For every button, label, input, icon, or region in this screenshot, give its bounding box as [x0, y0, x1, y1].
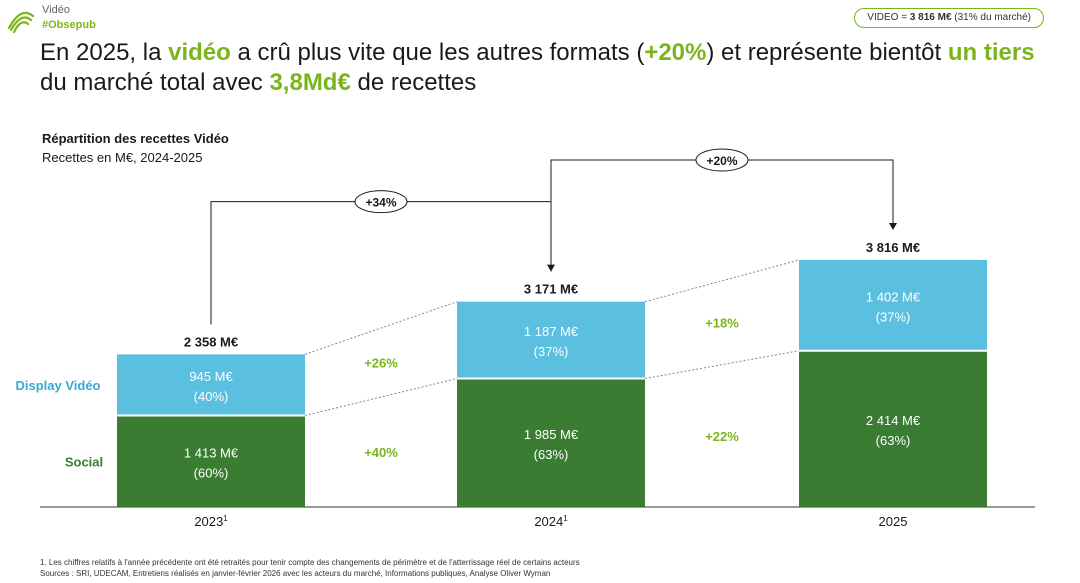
bar-display-2023	[117, 354, 305, 416]
headline-text: du marché total avec	[40, 69, 270, 96]
badge-label: VIDEO =	[867, 12, 910, 23]
data-label-social-share: (63%)	[534, 447, 569, 462]
footnote-restatement: 1. Les chiffres relatifs à l'année précé…	[40, 558, 580, 567]
data-label-social-share: (60%)	[194, 465, 229, 480]
total-growth-label: +34%	[365, 196, 396, 210]
growth-label-social: +40%	[364, 445, 398, 460]
connector-mid	[304, 378, 458, 417]
headline-text: de recettes	[350, 69, 477, 96]
data-label-display-value: 1 402 M€	[866, 289, 921, 304]
headline-highlight: vidéo	[168, 39, 231, 66]
growth-label-social: +22%	[705, 429, 739, 444]
headline: En 2025, la vidéo a crû plus vite que le…	[40, 38, 1060, 98]
x-tick-label: 20231	[194, 514, 228, 529]
section-label: Vidéo	[42, 4, 70, 16]
footnote-sources: Sources : SRI, UDECAM, Entretiens réalis…	[40, 569, 551, 578]
connector-top	[304, 301, 458, 355]
obsepub-logo-icon	[7, 11, 35, 34]
x-tick-label: 2025	[879, 514, 908, 529]
series-label-display: Display Vidéo	[15, 378, 100, 393]
growth-label-display: +26%	[364, 356, 398, 371]
data-label-social-value: 2 414 M€	[866, 413, 921, 428]
badge-suffix: (31% du marché)	[951, 12, 1031, 23]
series-label-social: Social	[65, 454, 103, 469]
bar-display-2024	[457, 301, 645, 379]
footnotes: 1. Les chiffres relatifs à l'année précé…	[40, 557, 580, 579]
chart-subtitle: Répartition des recettes Vidéo Recettes …	[42, 129, 229, 167]
headline-text: ) et représente bientôt	[706, 39, 948, 66]
total-growth-arrow	[550, 159, 894, 272]
data-label-display-value: 945 M€	[189, 369, 233, 384]
chart-title: Répartition des recettes Vidéo	[42, 131, 229, 146]
chart-units: Recettes en M€, 2024-2025	[42, 150, 203, 165]
bar-social-2025	[799, 350, 987, 507]
total-growth-label: +20%	[706, 154, 737, 168]
data-label-display-share: (37%)	[876, 309, 911, 324]
headline-highlight: 3,8Md€	[269, 69, 351, 96]
bar-social-2023	[117, 415, 305, 507]
total-label: 3 816 M€	[866, 240, 920, 255]
bar-social-2024	[457, 378, 645, 507]
data-label-social-share: (63%)	[876, 433, 911, 448]
total-label: 2 358 M€	[184, 334, 238, 349]
data-label-social-value: 1 413 M€	[184, 445, 239, 460]
connector-mid	[644, 350, 800, 380]
bar-display-2025	[799, 260, 987, 351]
brand-block: Vidéo #Obsepub	[42, 3, 96, 33]
headline-highlight: un tiers	[947, 39, 1035, 66]
video-market-badge: VIDEO = 3 816 M€ (31% du marché)	[854, 8, 1044, 28]
headline-text: En 2025, la	[40, 39, 169, 66]
arrow-head-icon	[889, 223, 897, 230]
data-label-social-value: 1 985 M€	[524, 427, 579, 442]
data-label-display-share: (40%)	[194, 389, 229, 404]
badge-value: 3 816 M€	[909, 12, 952, 23]
data-label-display-value: 1 187 M€	[524, 324, 579, 339]
x-tick-label: 20241	[534, 514, 568, 529]
headline-highlight: +20%	[644, 39, 707, 66]
total-label: 3 171 M€	[524, 282, 578, 297]
hashtag-label: #Obsepub	[42, 19, 96, 31]
headline-text: a crû plus vite que les autres formats (	[230, 39, 645, 66]
total-growth-oval	[354, 190, 408, 214]
connector-top	[644, 259, 800, 303]
growth-label-display: +18%	[705, 316, 739, 331]
data-label-display-share: (37%)	[534, 344, 569, 359]
total-growth-oval	[695, 148, 749, 172]
